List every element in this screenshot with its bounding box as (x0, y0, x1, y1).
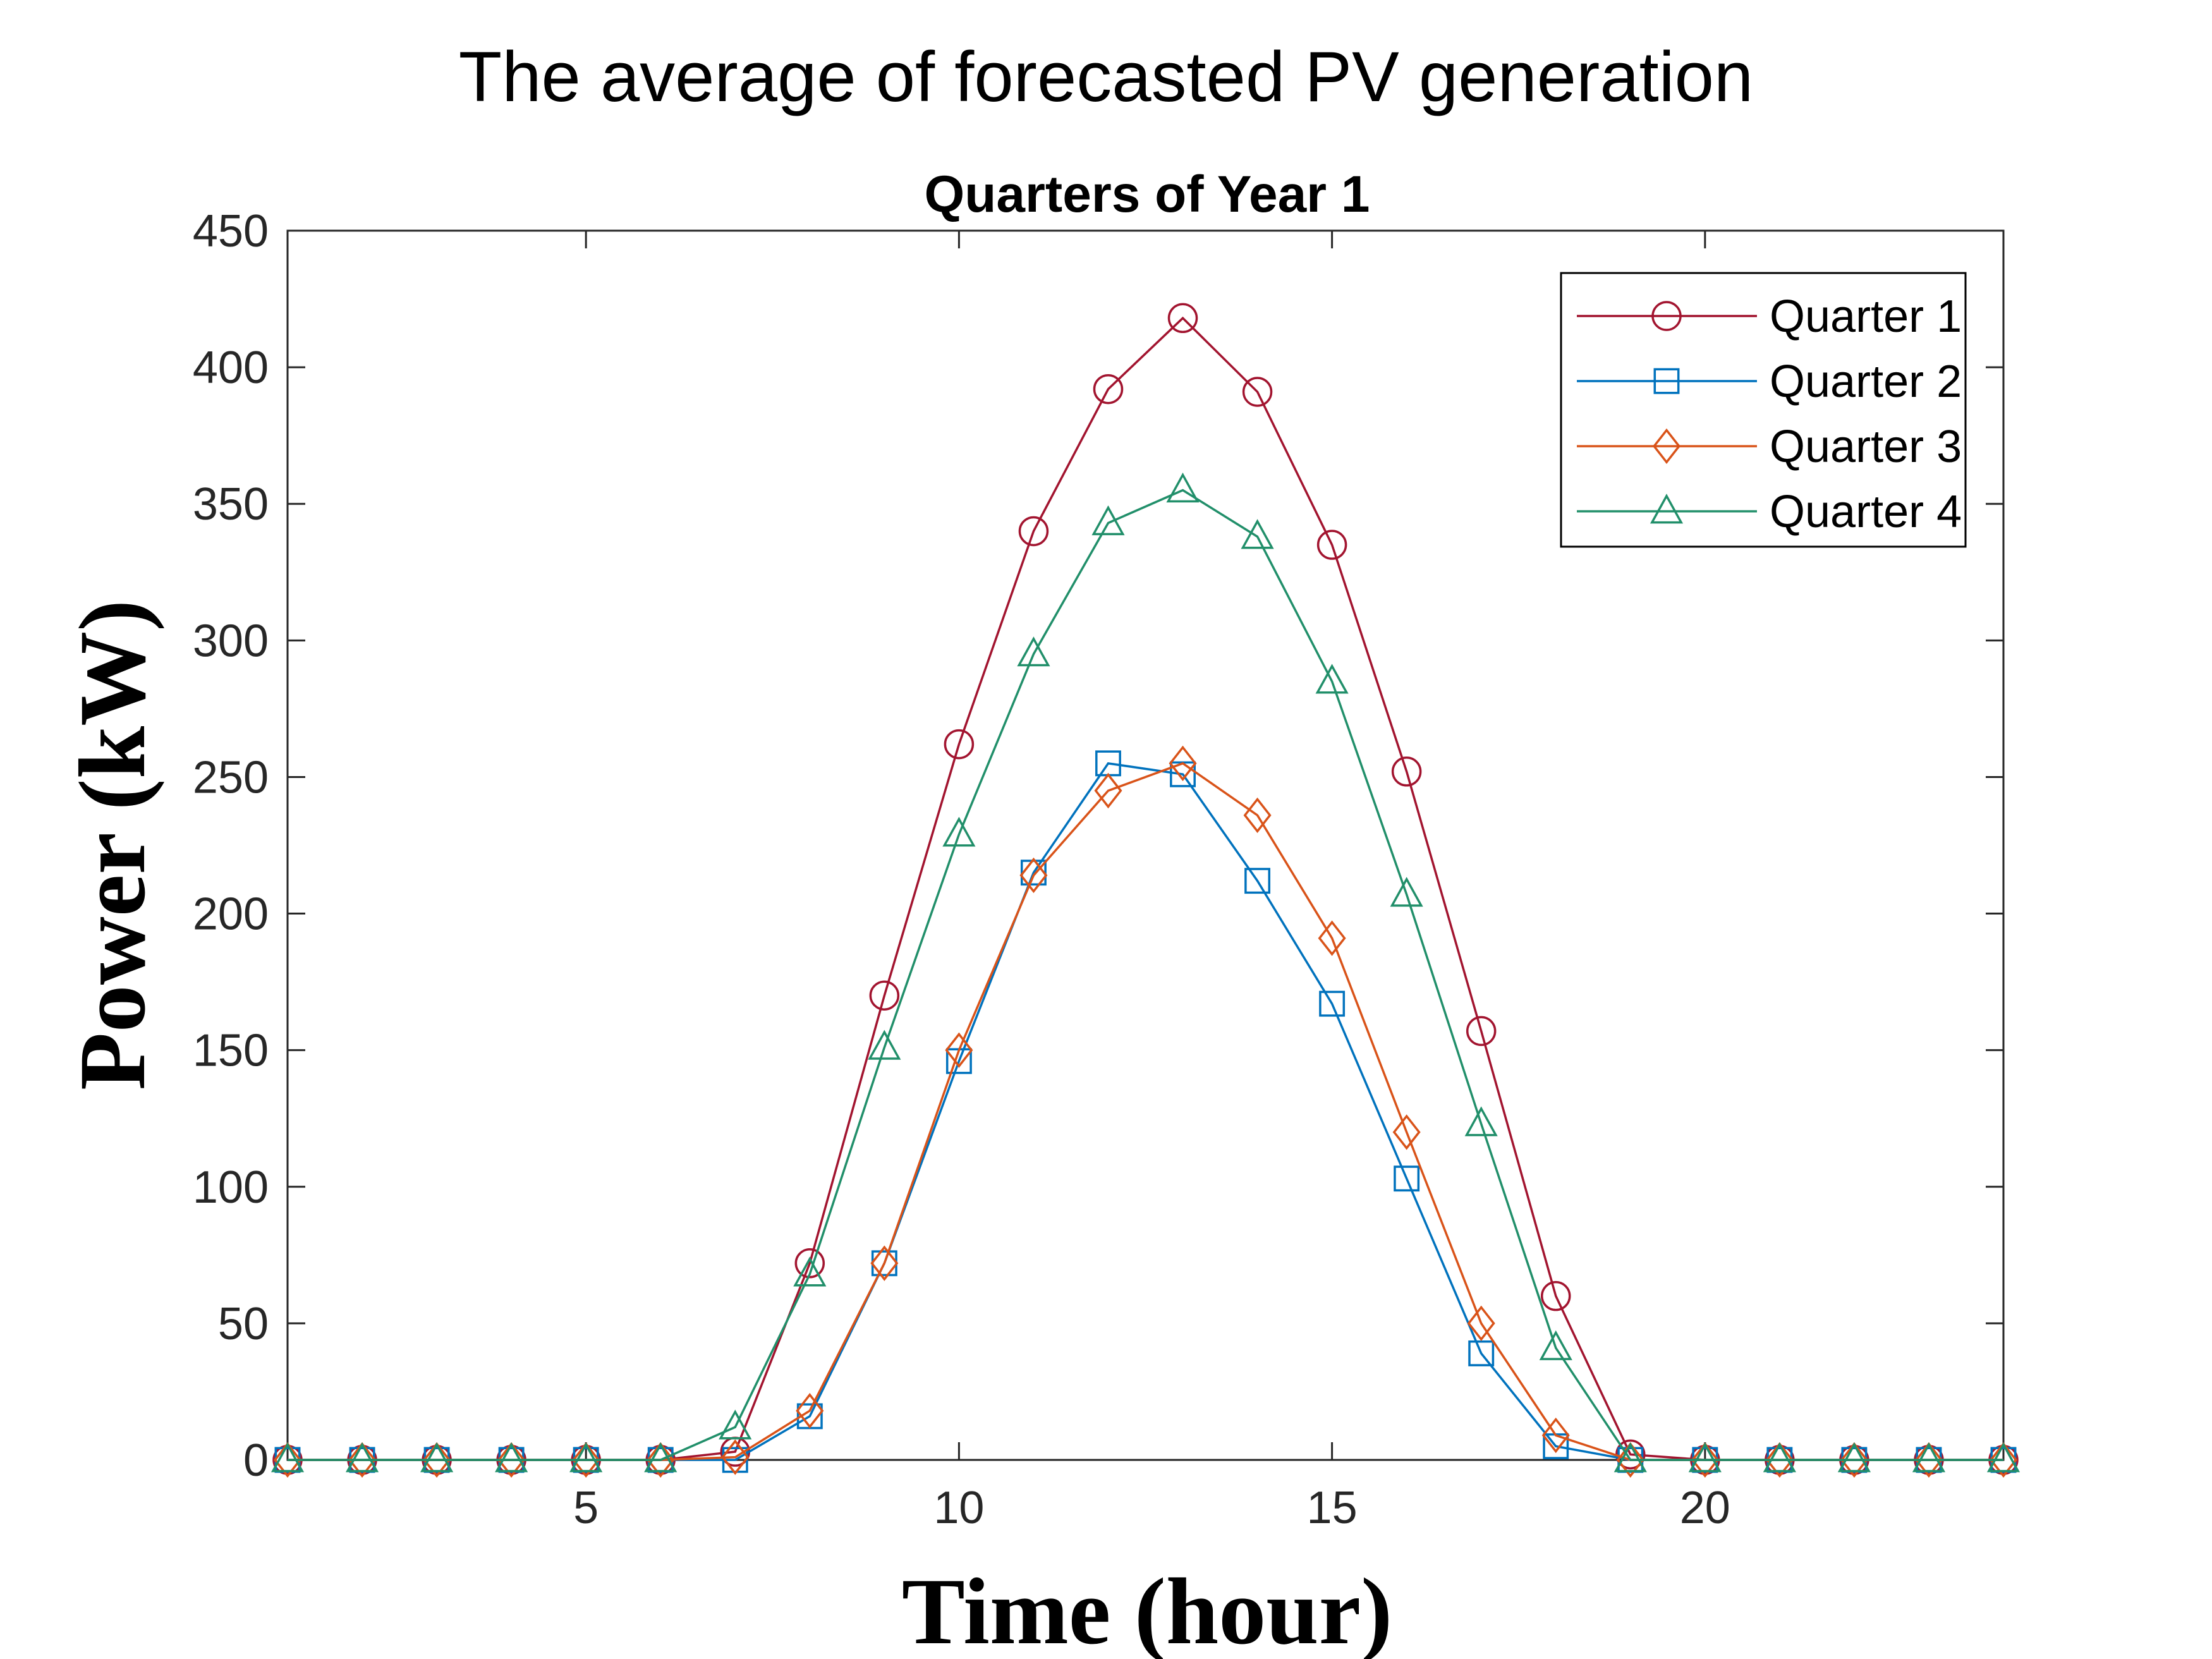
data-point-quarter-1 (869, 980, 900, 1011)
legend-marker-quarter-3 (1652, 428, 1681, 465)
data-point-quarter-3 (572, 1442, 600, 1478)
data-point-quarter-4 (1166, 472, 1200, 502)
data-point-quarter-4 (1613, 1442, 1647, 1473)
data-point-quarter-4 (868, 1030, 901, 1060)
data-point-quarter-4 (644, 1442, 678, 1473)
data-point-quarter-3 (1094, 772, 1122, 809)
data-point-quarter-3 (647, 1442, 675, 1478)
y-tick-label: 450 (193, 206, 269, 257)
x-tick-label: 10 (933, 1483, 984, 1533)
data-point-quarter-4 (345, 1442, 379, 1473)
data-point-quarter-1 (1093, 374, 1124, 404)
x-tick-label: 5 (573, 1483, 599, 1533)
data-point-quarter-4 (1315, 664, 1349, 694)
series-quarter-4 (270, 472, 2021, 1473)
data-point-quarter-4 (1091, 505, 1125, 535)
legend-marker-quarter-4 (1650, 494, 1684, 524)
legend-label-quarter-3: Quarter 3 (1770, 422, 1962, 472)
y-tick-label: 100 (193, 1162, 269, 1213)
chart-title: Quarters of Year 1 (925, 166, 1370, 223)
data-point-quarter-4 (1390, 877, 1423, 907)
y-tick-label: 50 (218, 1299, 269, 1349)
data-point-quarter-4 (1763, 1442, 1796, 1473)
data-point-quarter-1 (1242, 377, 1273, 407)
series-line-quarter-4 (288, 489, 2003, 1461)
data-point-quarter-3 (1467, 1305, 1495, 1342)
data-point-quarter-1 (1540, 1280, 1571, 1311)
data-point-quarter-3 (1541, 1417, 1570, 1454)
data-point-quarter-2 (1244, 868, 1271, 894)
data-point-quarter-3 (1243, 797, 1272, 834)
data-point-quarter-4 (793, 1256, 827, 1287)
data-point-quarter-4 (1986, 1442, 2021, 1473)
data-point-quarter-4 (942, 817, 976, 847)
data-point-quarter-3 (348, 1442, 377, 1478)
data-point-quarter-3 (1691, 1442, 1719, 1478)
data-point-quarter-3 (423, 1442, 451, 1478)
data-point-quarter-1 (1018, 516, 1049, 547)
data-point-quarter-1 (944, 729, 975, 760)
data-point-quarter-4 (270, 1442, 305, 1473)
y-tick-label: 150 (193, 1026, 269, 1076)
y-tick-label: 200 (193, 889, 269, 940)
data-point-quarter-4 (420, 1442, 454, 1473)
data-point-quarter-3 (945, 1032, 973, 1068)
data-point-quarter-4 (1017, 636, 1050, 667)
y-tick-label: 250 (193, 752, 269, 803)
data-point-quarter-1 (1391, 757, 1422, 787)
legend-label-quarter-4: Quarter 4 (1770, 487, 1962, 537)
legend-box (1560, 272, 1967, 548)
x-tick-label: 15 (1307, 1483, 1358, 1533)
data-point-quarter-2 (1468, 1340, 1495, 1366)
data-point-quarter-4 (1241, 519, 1274, 549)
data-point-quarter-3 (1019, 857, 1048, 894)
data-point-quarter-4 (1912, 1442, 1946, 1473)
data-point-quarter-4 (569, 1442, 603, 1473)
data-point-quarter-4 (719, 1409, 752, 1440)
data-point-quarter-3 (1318, 920, 1346, 956)
data-point-quarter-3 (1616, 1442, 1644, 1478)
data-point-quarter-3 (1392, 1114, 1421, 1150)
y-axis-label: Power (kW) (60, 600, 165, 1090)
data-point-quarter-4 (1688, 1442, 1722, 1473)
x-tick-label: 20 (1680, 1483, 1730, 1533)
data-point-quarter-4 (1837, 1442, 1871, 1473)
data-point-quarter-1 (1466, 1016, 1497, 1047)
legend-marker-quarter-1 (1651, 301, 1682, 331)
data-point-quarter-1 (794, 1248, 825, 1279)
data-point-quarter-3 (1840, 1442, 1868, 1478)
legend-label-quarter-1: Quarter 1 (1770, 291, 1962, 342)
legend: Quarter 1 Quarter 2 Quarter 3 Quarter 4 (1560, 272, 1967, 548)
data-point-quarter-4 (495, 1442, 528, 1473)
data-point-quarter-3 (796, 1393, 824, 1429)
data-point-quarter-2 (1394, 1165, 1420, 1192)
series-layer (270, 303, 2021, 1478)
y-tick-label: 0 (243, 1435, 269, 1486)
y-tick-label: 300 (193, 616, 269, 666)
data-point-quarter-2 (1319, 990, 1346, 1017)
legend-marker-quarter-2 (1653, 368, 1680, 394)
data-point-quarter-1 (1167, 303, 1198, 334)
data-point-quarter-1 (1316, 530, 1347, 560)
legend-label-quarter-2: Quarter 2 (1770, 356, 1962, 407)
data-point-quarter-3 (1914, 1442, 1943, 1478)
data-point-quarter-3 (497, 1442, 526, 1478)
y-tick-label: 350 (193, 479, 269, 530)
data-point-quarter-3 (721, 1439, 750, 1475)
figure-suptitle: The average of forecasted PV generation (459, 37, 1753, 116)
data-point-quarter-3 (273, 1442, 302, 1478)
y-tick-label: 400 (193, 343, 269, 393)
data-point-quarter-3 (1765, 1442, 1794, 1478)
data-point-quarter-3 (1169, 745, 1197, 781)
data-point-quarter-3 (1989, 1442, 2018, 1478)
data-point-quarter-4 (1464, 1106, 1498, 1136)
x-axis-label: Time (hour) (902, 1559, 1392, 1659)
data-point-quarter-4 (1539, 1330, 1572, 1361)
data-point-quarter-3 (870, 1245, 899, 1281)
